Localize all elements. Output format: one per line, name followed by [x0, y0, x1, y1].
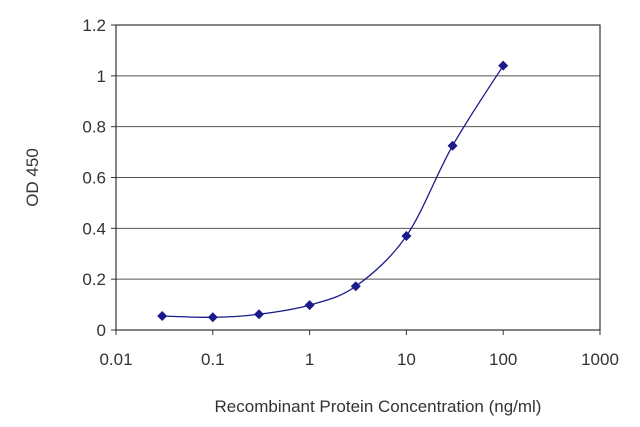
axis-ticks: 0 0.2 0.4 0.6 0.8 1 1.2 0.01 0.1 1 10 100 1000 [82, 16, 619, 369]
data-point [253, 309, 264, 320]
y-tick-label: 1 [97, 67, 106, 86]
data-points [157, 60, 509, 323]
y-tick-label: 0.8 [82, 118, 106, 137]
x-tick-label: 1 [305, 350, 314, 369]
y-tick-label: 0 [97, 321, 106, 340]
x-tick-label: 0.01 [99, 350, 132, 369]
gridlines [116, 75, 600, 280]
y-tick-label: 0.2 [82, 270, 106, 289]
x-axis-title: Recombinant Protein Concentration (ng/ml… [215, 397, 542, 416]
y-tick-label: 0.4 [82, 219, 106, 238]
x-tick-label: 1000 [581, 350, 619, 369]
y-tick-label: 1.2 [82, 16, 106, 35]
y-tick-label: 0.6 [82, 169, 106, 188]
y-axis-title: OD 450 [23, 148, 42, 207]
data-point [447, 140, 458, 151]
x-tick-label: 10 [397, 350, 416, 369]
data-point [350, 281, 361, 292]
data-point [498, 60, 509, 71]
x-tick-label: 100 [489, 350, 517, 369]
data-point [401, 230, 412, 241]
data-point [157, 311, 168, 322]
data-point [207, 312, 218, 323]
data-point [304, 300, 315, 311]
x-tick-label: 0.1 [201, 350, 225, 369]
